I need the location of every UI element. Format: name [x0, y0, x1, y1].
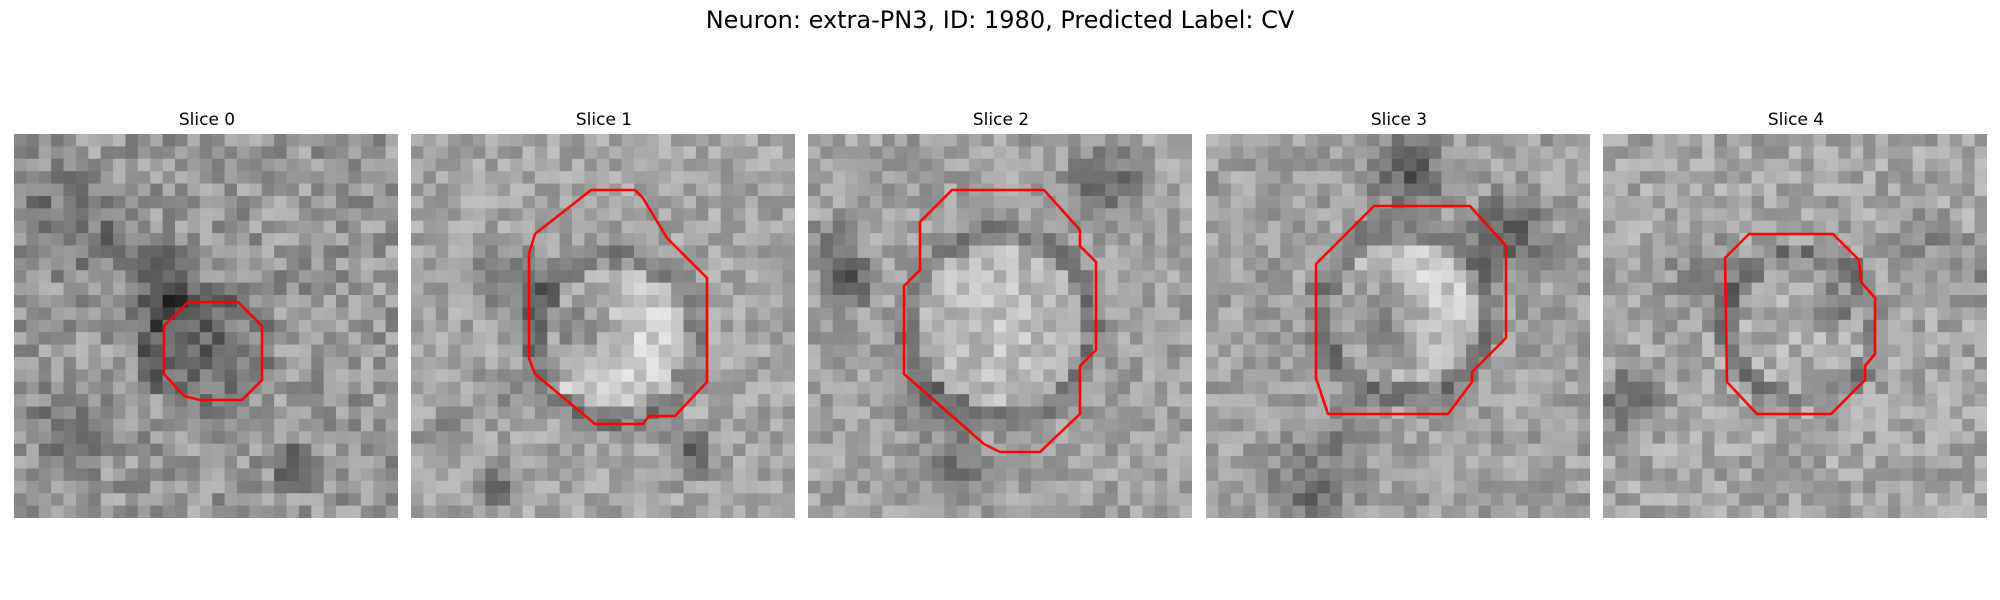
slice-panel-3: Slice 3 [1206, 110, 1592, 518]
slice-image-3 [1206, 134, 1590, 518]
slice-panel-2: Slice 2 [808, 110, 1194, 518]
slice-image-0 [14, 134, 398, 518]
segmentation-contour-2 [902, 188, 1098, 454]
slice-title-1: Slice 1 [575, 110, 633, 130]
segmentation-contour-1 [527, 188, 709, 426]
figure-title: Neuron: extra-PN3, ID: 1980, Predicted L… [705, 6, 1295, 34]
slice-image-1 [411, 134, 795, 518]
segmentation-contour-0 [162, 300, 264, 402]
segmentation-contour-4 [1723, 232, 1877, 416]
slice-panel-0: Slice 0 [14, 110, 400, 518]
slice-panel-1: Slice 1 [411, 110, 797, 518]
slice-title-0: Slice 0 [178, 110, 236, 130]
slice-image-4 [1603, 134, 1987, 518]
slice-title-3: Slice 3 [1370, 110, 1428, 130]
slice-title-4: Slice 4 [1767, 110, 1825, 130]
segmentation-contour-3 [1314, 204, 1508, 416]
slice-title-2: Slice 2 [972, 110, 1030, 130]
slice-panel-4: Slice 4 [1603, 110, 1989, 518]
slice-image-2 [808, 134, 1192, 518]
